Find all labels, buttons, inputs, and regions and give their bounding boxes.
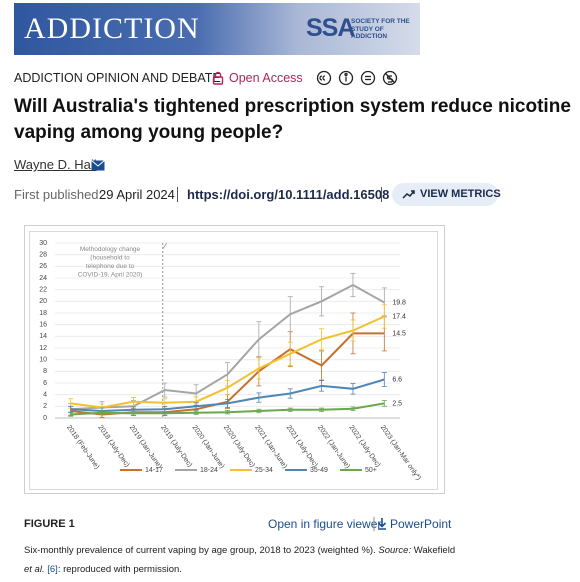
series-line [70,283,385,411]
y-tick-label: 0 [43,415,47,422]
y-tick-label: 18 [39,310,47,317]
society-name-line: ADDICTION [351,33,388,40]
journal-banner[interactable]: ADDICTION SSA SOCIETY FOR THE STUDY OF A… [14,3,420,55]
end-value-label: 17.4 [392,313,406,320]
society-name-line: SOCIETY FOR THE [351,18,410,25]
caption-source: Wakefield [413,545,456,556]
powerpoint-link[interactable]: PowerPoint [390,517,452,531]
error-bar [381,372,387,387]
annotation-line: COVID-19, April 2020) [78,272,143,279]
error-bar [381,304,387,329]
trend-icon [402,190,415,199]
annotation-line: telephone due to [86,263,135,270]
view-metrics-label: VIEW METRICS [420,188,501,200]
published-label: First published: [14,187,103,202]
y-tick-label: 22 [39,287,47,294]
y-tick-label: 8 [43,368,47,375]
legend-label: 50+ [365,467,377,474]
open-access: Open Access [229,71,303,85]
annotation-line: Methodology change [80,246,141,253]
series-line [70,315,385,409]
annotation-pointer [162,242,168,250]
y-tick-label: 4 [43,392,47,399]
figure-caption: Six-monthly prevalence of current vaping… [24,541,464,579]
caption-source-label: Source: [378,545,412,556]
end-value-label: 6.6 [392,376,402,383]
caption-reference[interactable]: [6] [47,564,58,575]
society-name: SOCIETY FOR THE STUDY OF ADDICTION [351,18,410,41]
end-value-label: 14.5 [392,330,406,337]
journal-name: ADDICTION [24,12,200,45]
figure-viewer-link[interactable]: Open in figure viewer [268,517,382,531]
series-line [70,378,385,413]
legend-label: 25-34 [255,467,273,474]
y-tick-label: 12 [39,345,47,352]
y-tick-label: 30 [39,240,47,247]
doi-link[interactable]: https://doi.org/10.1111/add.16508 [187,187,390,202]
lock-icon [212,71,224,85]
email-icon[interactable] [91,160,105,171]
y-tick-label: 28 [39,252,47,259]
series-line [70,402,385,416]
end-value-label: 19.8 [392,299,406,306]
author-link[interactable]: Wayne D. Hall [14,157,97,172]
license-icons [316,70,398,86]
y-tick-label: 20 [39,298,47,305]
y-tick-label: 6 [43,380,47,387]
view-metrics-button[interactable]: VIEW METRICS [392,183,501,206]
end-value-label: 2.5 [392,400,402,407]
y-tick-label: 24 [39,275,47,282]
article-section: ADDICTION OPINION AND DEBATE [14,71,221,85]
caption-text: Six-monthly prevalence of current vaping… [24,545,376,556]
legend-label: 14-17 [145,467,163,474]
y-tick-label: 2 [43,403,47,410]
y-tick-label: 10 [39,357,47,364]
error-bar [68,405,74,413]
separator [177,187,178,202]
y-tick-label: 26 [39,263,47,270]
annotation-line: (household to [90,255,130,262]
caption-et-al: et al. [24,564,45,575]
chart-frame [29,231,438,490]
legend-label: 18-24 [200,467,218,474]
error-bar [68,412,74,417]
figure-label: FIGURE 1 [24,518,75,530]
caption-rest: : reproduced with permission. [57,564,182,575]
article-title: Will Australia's tightened prescription … [14,96,571,143]
y-tick-label: 16 [39,322,47,329]
legend-label: 35-49 [310,467,328,474]
download-icon[interactable] [372,514,390,532]
society-name-line: STUDY OF [351,25,384,33]
published-date: 29 April 2024 [99,187,175,202]
separator [381,187,382,202]
error-bar [381,400,387,407]
y-tick-label: 14 [39,333,47,340]
society-logo: SSA [306,14,355,42]
